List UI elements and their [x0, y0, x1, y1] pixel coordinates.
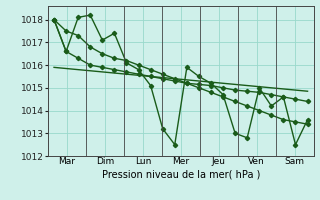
X-axis label: Pression niveau de la mer( hPa ): Pression niveau de la mer( hPa ) [102, 169, 260, 179]
